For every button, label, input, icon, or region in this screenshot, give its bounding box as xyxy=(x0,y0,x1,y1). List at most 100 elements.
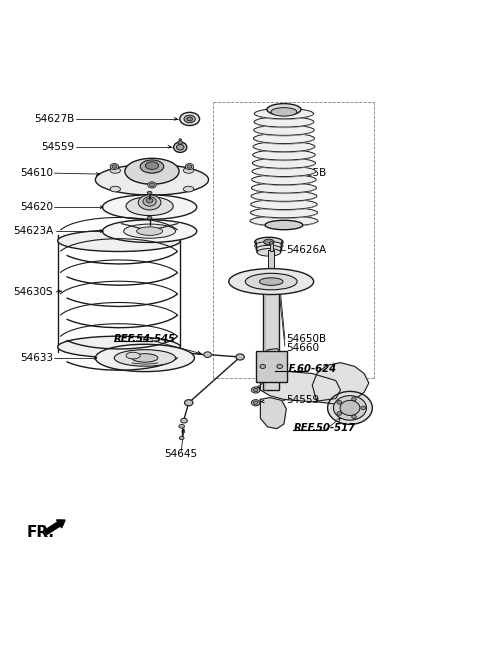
Ellipse shape xyxy=(253,141,315,152)
Ellipse shape xyxy=(187,117,192,121)
Ellipse shape xyxy=(255,242,283,250)
Ellipse shape xyxy=(252,183,316,193)
Ellipse shape xyxy=(252,174,316,185)
Ellipse shape xyxy=(179,424,184,428)
Ellipse shape xyxy=(147,216,152,220)
Ellipse shape xyxy=(252,150,315,160)
Ellipse shape xyxy=(183,186,194,192)
Ellipse shape xyxy=(340,400,360,415)
Ellipse shape xyxy=(132,354,158,362)
Text: 54559: 54559 xyxy=(41,142,74,152)
Ellipse shape xyxy=(180,418,187,423)
Bar xyxy=(270,243,273,251)
Ellipse shape xyxy=(58,230,180,251)
Text: 54610: 54610 xyxy=(20,168,53,178)
Ellipse shape xyxy=(150,183,154,187)
Ellipse shape xyxy=(124,224,176,238)
Text: 54630S: 54630S xyxy=(13,287,53,297)
Text: 54645: 54645 xyxy=(165,448,198,459)
Text: REF.60-624: REF.60-624 xyxy=(275,364,336,374)
Text: 54650B: 54650B xyxy=(286,334,326,344)
Ellipse shape xyxy=(229,269,313,295)
Ellipse shape xyxy=(327,391,372,424)
Ellipse shape xyxy=(183,168,194,173)
Ellipse shape xyxy=(252,400,260,406)
Ellipse shape xyxy=(96,344,194,371)
Ellipse shape xyxy=(253,388,258,391)
Polygon shape xyxy=(260,397,286,428)
Ellipse shape xyxy=(126,197,173,216)
Ellipse shape xyxy=(337,411,342,415)
Ellipse shape xyxy=(252,166,316,176)
Text: 54559: 54559 xyxy=(286,395,319,406)
Ellipse shape xyxy=(252,387,260,393)
Text: 54633: 54633 xyxy=(20,353,53,363)
Ellipse shape xyxy=(143,197,156,206)
Ellipse shape xyxy=(187,165,192,168)
Ellipse shape xyxy=(147,191,152,194)
Ellipse shape xyxy=(269,242,273,244)
Ellipse shape xyxy=(110,168,120,173)
Ellipse shape xyxy=(264,239,274,245)
Ellipse shape xyxy=(245,273,297,290)
Ellipse shape xyxy=(184,400,193,406)
Ellipse shape xyxy=(112,165,117,168)
Polygon shape xyxy=(260,371,340,402)
Ellipse shape xyxy=(253,401,258,404)
Text: REF.50-517: REF.50-517 xyxy=(293,422,356,433)
Ellipse shape xyxy=(259,278,283,285)
Ellipse shape xyxy=(260,364,265,369)
Text: FR.: FR. xyxy=(27,525,55,540)
Ellipse shape xyxy=(125,158,179,184)
Text: 54626A: 54626A xyxy=(286,244,326,255)
Ellipse shape xyxy=(271,108,297,116)
Ellipse shape xyxy=(265,220,303,230)
Ellipse shape xyxy=(251,191,317,202)
FancyArrow shape xyxy=(45,520,65,535)
Ellipse shape xyxy=(254,125,314,135)
Ellipse shape xyxy=(257,249,281,256)
Ellipse shape xyxy=(177,145,184,150)
Ellipse shape xyxy=(146,198,153,203)
Ellipse shape xyxy=(251,199,317,209)
Ellipse shape xyxy=(361,406,365,410)
Ellipse shape xyxy=(145,162,158,169)
Ellipse shape xyxy=(180,112,200,126)
Ellipse shape xyxy=(337,400,342,404)
Ellipse shape xyxy=(138,195,161,210)
Ellipse shape xyxy=(251,207,318,218)
Ellipse shape xyxy=(254,117,314,127)
Text: 54625B: 54625B xyxy=(286,168,326,178)
Ellipse shape xyxy=(256,246,282,253)
Ellipse shape xyxy=(102,220,197,242)
Ellipse shape xyxy=(126,353,140,359)
Text: 54627B: 54627B xyxy=(34,114,74,124)
Ellipse shape xyxy=(178,141,182,144)
Ellipse shape xyxy=(96,165,208,195)
Ellipse shape xyxy=(148,182,156,188)
Ellipse shape xyxy=(267,104,301,115)
Ellipse shape xyxy=(252,158,315,168)
Ellipse shape xyxy=(180,436,184,440)
Ellipse shape xyxy=(137,227,163,235)
Ellipse shape xyxy=(185,163,194,170)
Polygon shape xyxy=(312,363,369,404)
Ellipse shape xyxy=(204,352,211,358)
Ellipse shape xyxy=(110,186,120,192)
Ellipse shape xyxy=(250,216,318,226)
Ellipse shape xyxy=(255,237,283,247)
Text: REF.54-545: REF.54-545 xyxy=(114,334,176,344)
Ellipse shape xyxy=(236,354,244,360)
Bar xyxy=(256,351,287,382)
Ellipse shape xyxy=(352,397,356,401)
Bar xyxy=(263,292,279,390)
Ellipse shape xyxy=(58,336,180,358)
Ellipse shape xyxy=(102,195,197,220)
Ellipse shape xyxy=(174,142,187,152)
Ellipse shape xyxy=(352,415,356,419)
Ellipse shape xyxy=(334,396,366,420)
Ellipse shape xyxy=(253,133,314,144)
Text: 54660: 54660 xyxy=(286,343,319,353)
Bar xyxy=(264,276,279,311)
Ellipse shape xyxy=(277,364,283,369)
